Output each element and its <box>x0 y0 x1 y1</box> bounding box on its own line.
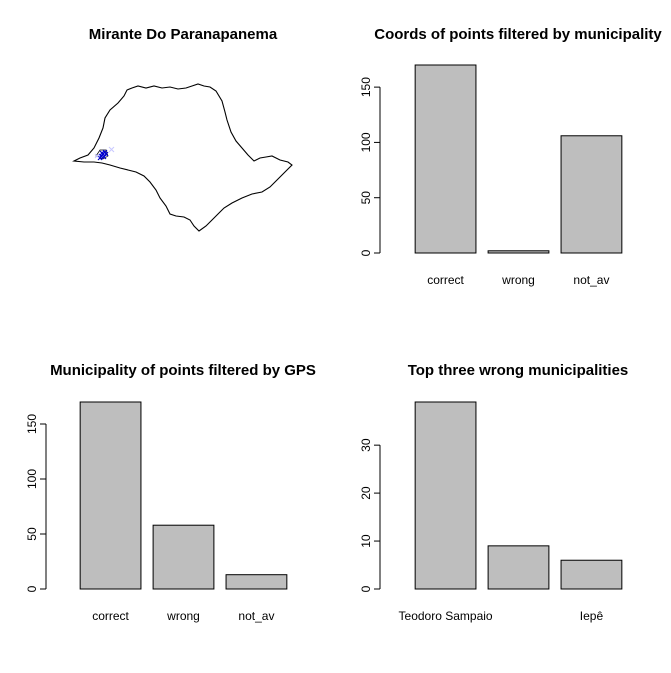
y-tick-label: 100 <box>25 469 39 489</box>
chart-title: Top three wrong municipalities <box>408 362 629 379</box>
x-category-label: not_av <box>238 609 274 623</box>
map-panel: Mirante Do Paranapanema <box>72 26 293 232</box>
y-tick-label: 50 <box>359 191 373 205</box>
x-category-label: not_av <box>573 273 609 287</box>
state-outline <box>72 83 293 232</box>
y-tick-label: 10 <box>359 534 373 548</box>
bar <box>225 574 288 590</box>
bar <box>560 559 623 590</box>
bar <box>414 401 477 590</box>
x-category-label: wrong <box>166 609 200 623</box>
y-tick-label: 20 <box>359 486 373 500</box>
map-title: Mirante Do Paranapanema <box>89 26 278 43</box>
bar-chart-top-wrong-municipalities: Top three wrong municipalities 0 10 20 30 Teo… <box>359 362 628 623</box>
y-tick-label: 150 <box>25 414 39 434</box>
x-category-label: Iepê <box>580 609 604 623</box>
bar <box>152 524 215 590</box>
bar <box>487 545 550 590</box>
y-tick-label: 100 <box>359 132 373 152</box>
bar-chart-municipality-by-gps: Municipality of points filtered by GPS 0 5… <box>25 362 316 623</box>
bar <box>79 401 142 590</box>
y-tick-label: 30 <box>359 438 373 452</box>
bar-chart-coords-by-municipality: Coords of points filtered by municipalit… <box>359 26 662 287</box>
y-tick-label: 0 <box>359 585 373 592</box>
bar <box>560 135 623 254</box>
y-tick-label: 0 <box>25 585 39 592</box>
x-category-label: wrong <box>501 273 535 287</box>
y-tick-label: 150 <box>359 77 373 97</box>
chart-title: Coords of points filtered by municipalit… <box>374 26 662 43</box>
chart-title: Municipality of points filtered by GPS <box>50 362 316 379</box>
gps-points <box>97 149 109 161</box>
bar <box>487 250 550 254</box>
x-category-label: Teodoro Sampaio <box>399 609 493 623</box>
bar <box>414 64 477 254</box>
wrong-points <box>94 146 115 159</box>
x-category-label: correct <box>427 273 464 287</box>
y-tick-label: 50 <box>25 527 39 541</box>
y-tick-label: 0 <box>359 249 373 256</box>
x-category-label: correct <box>92 609 129 623</box>
